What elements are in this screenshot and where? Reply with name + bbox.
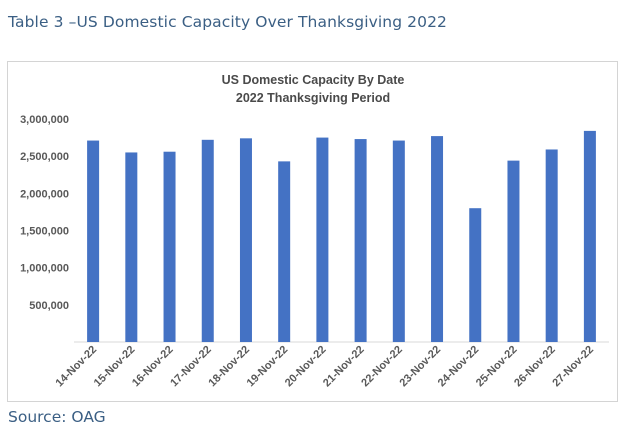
bar-15-Nov-22 [125, 152, 138, 342]
bar-19-Nov-22 [278, 161, 291, 342]
y-tick-label: 500,000 [29, 300, 69, 312]
y-tick-label: 2,500,000 [20, 151, 69, 163]
bar-22-Nov-22 [392, 140, 405, 342]
bar-27-Nov-22 [583, 130, 596, 342]
chart-subtitle: 2022 Thanksgiving Period [236, 91, 390, 105]
bar-14-Nov-22 [87, 140, 100, 342]
bar-21-Nov-22 [354, 139, 367, 342]
source-note: Source: OAG [8, 408, 106, 426]
capacity-bar-chart: US Domestic Capacity By Date 2022 Thanks… [20, 73, 609, 389]
plot-area: 500,000 1,000,000 1,500,000 2,000,000 2,500,… [20, 114, 609, 389]
bar-17-Nov-22 [201, 139, 214, 342]
bar-18-Nov-22 [239, 138, 252, 342]
chart-title: US Domestic Capacity By Date [222, 73, 405, 87]
y-tick-label: 3,000,000 [20, 114, 69, 126]
x-tick-label: 27-Nov-22 [550, 344, 596, 390]
bar-16-Nov-22 [163, 151, 176, 342]
y-tick-label: 1,000,000 [20, 263, 69, 275]
bar-24-Nov-22 [469, 208, 482, 342]
bar-26-Nov-22 [545, 149, 558, 342]
y-tick-label: 1,500,000 [20, 226, 69, 238]
y-tick-label: 2,000,000 [20, 188, 69, 200]
bar-20-Nov-22 [316, 137, 329, 342]
bar-23-Nov-22 [431, 136, 444, 342]
chart-area: US Domestic Capacity By Date 2022 Thanks… [7, 61, 618, 402]
table-caption: Table 3 –US Domestic Capacity Over Thank… [8, 13, 448, 31]
bar-25-Nov-22 [507, 160, 520, 342]
